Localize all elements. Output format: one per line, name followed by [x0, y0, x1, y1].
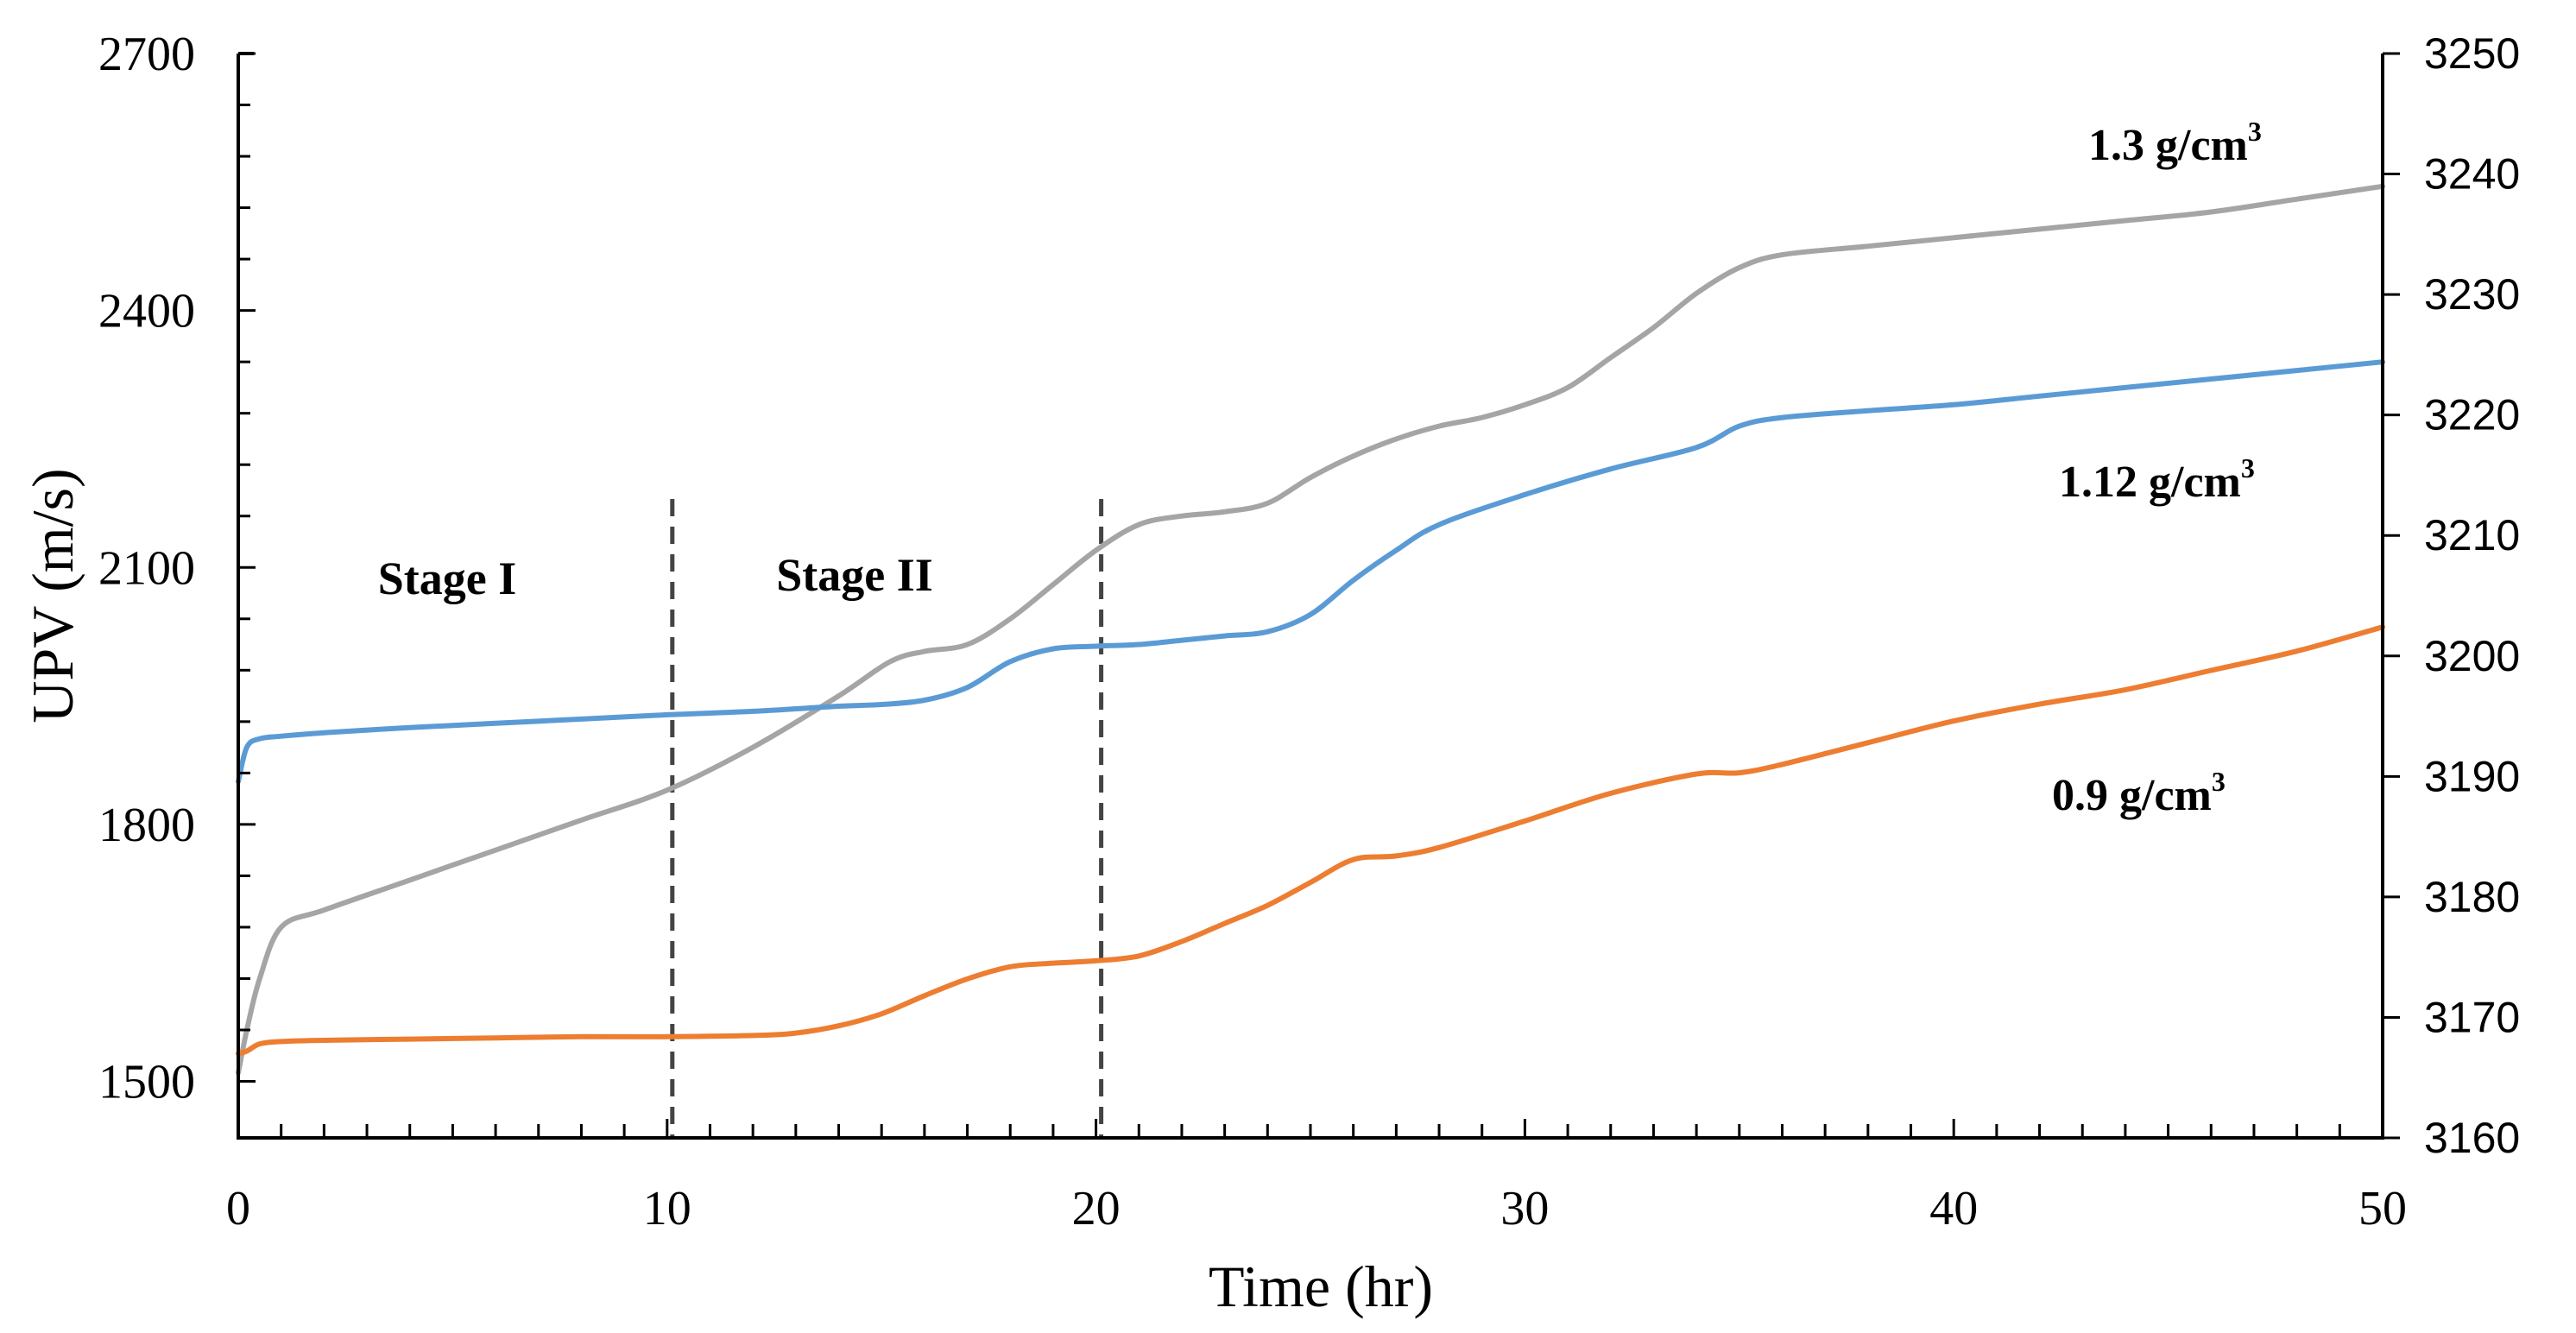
x-tick-label: 20 [1072, 1182, 1121, 1235]
plot-area [670, 499, 1104, 1138]
y-right-tick-label: 3200 [2424, 632, 2520, 680]
series-line-0-9 [236, 624, 2385, 1057]
axes: 0 10 20 30 40 50 1500 1800 2100 2400 2700 3160 3170 3… [98, 28, 2520, 1235]
series-label-1-12: 1.12 g/cm3 [2059, 452, 2255, 507]
y-left-tick-label: 2100 [98, 541, 195, 595]
series-layer [236, 183, 2385, 1076]
stage-label-2: Stage II [776, 549, 933, 601]
y-left-tick-label: 1500 [98, 1056, 195, 1109]
x-tick-label: 30 [1500, 1182, 1549, 1235]
y-right-tick-label: 3160 [2424, 1114, 2520, 1162]
y-axis-title: UPV (m/s) [20, 468, 85, 723]
y-right-tick-label: 3210 [2424, 511, 2520, 559]
x-tick-label: 50 [2358, 1182, 2407, 1235]
y-right-tick-label: 3220 [2424, 391, 2520, 439]
y-right-tick-label: 3180 [2424, 873, 2520, 921]
y-left-tick-label: 1800 [98, 799, 195, 852]
y-right-tick-label: 3230 [2424, 270, 2520, 319]
x-tick-label: 10 [643, 1182, 691, 1235]
y-right-tick-label: 3240 [2424, 150, 2520, 199]
x-tick-label: 40 [1929, 1182, 1978, 1235]
series-label-0-9: 0.9 g/cm3 [2052, 766, 2226, 820]
x-tick-label: 0 [226, 1182, 250, 1235]
y-left-tick-label: 2700 [98, 28, 195, 81]
y-right-tick-label: 3250 [2424, 29, 2520, 78]
x-axis-title: Time (hr) [1209, 1254, 1433, 1319]
y-left-tick-label: 2400 [98, 285, 195, 338]
series-label-1-3: 1.3 g/cm3 [2088, 116, 2262, 170]
y-right-tick-label: 3190 [2424, 752, 2520, 800]
stage-label-1: Stage I [378, 553, 517, 604]
series-line-1-3 [236, 183, 2385, 1076]
series-line-1-12 [236, 359, 2385, 785]
y-right-tick-label: 3170 [2424, 993, 2520, 1041]
